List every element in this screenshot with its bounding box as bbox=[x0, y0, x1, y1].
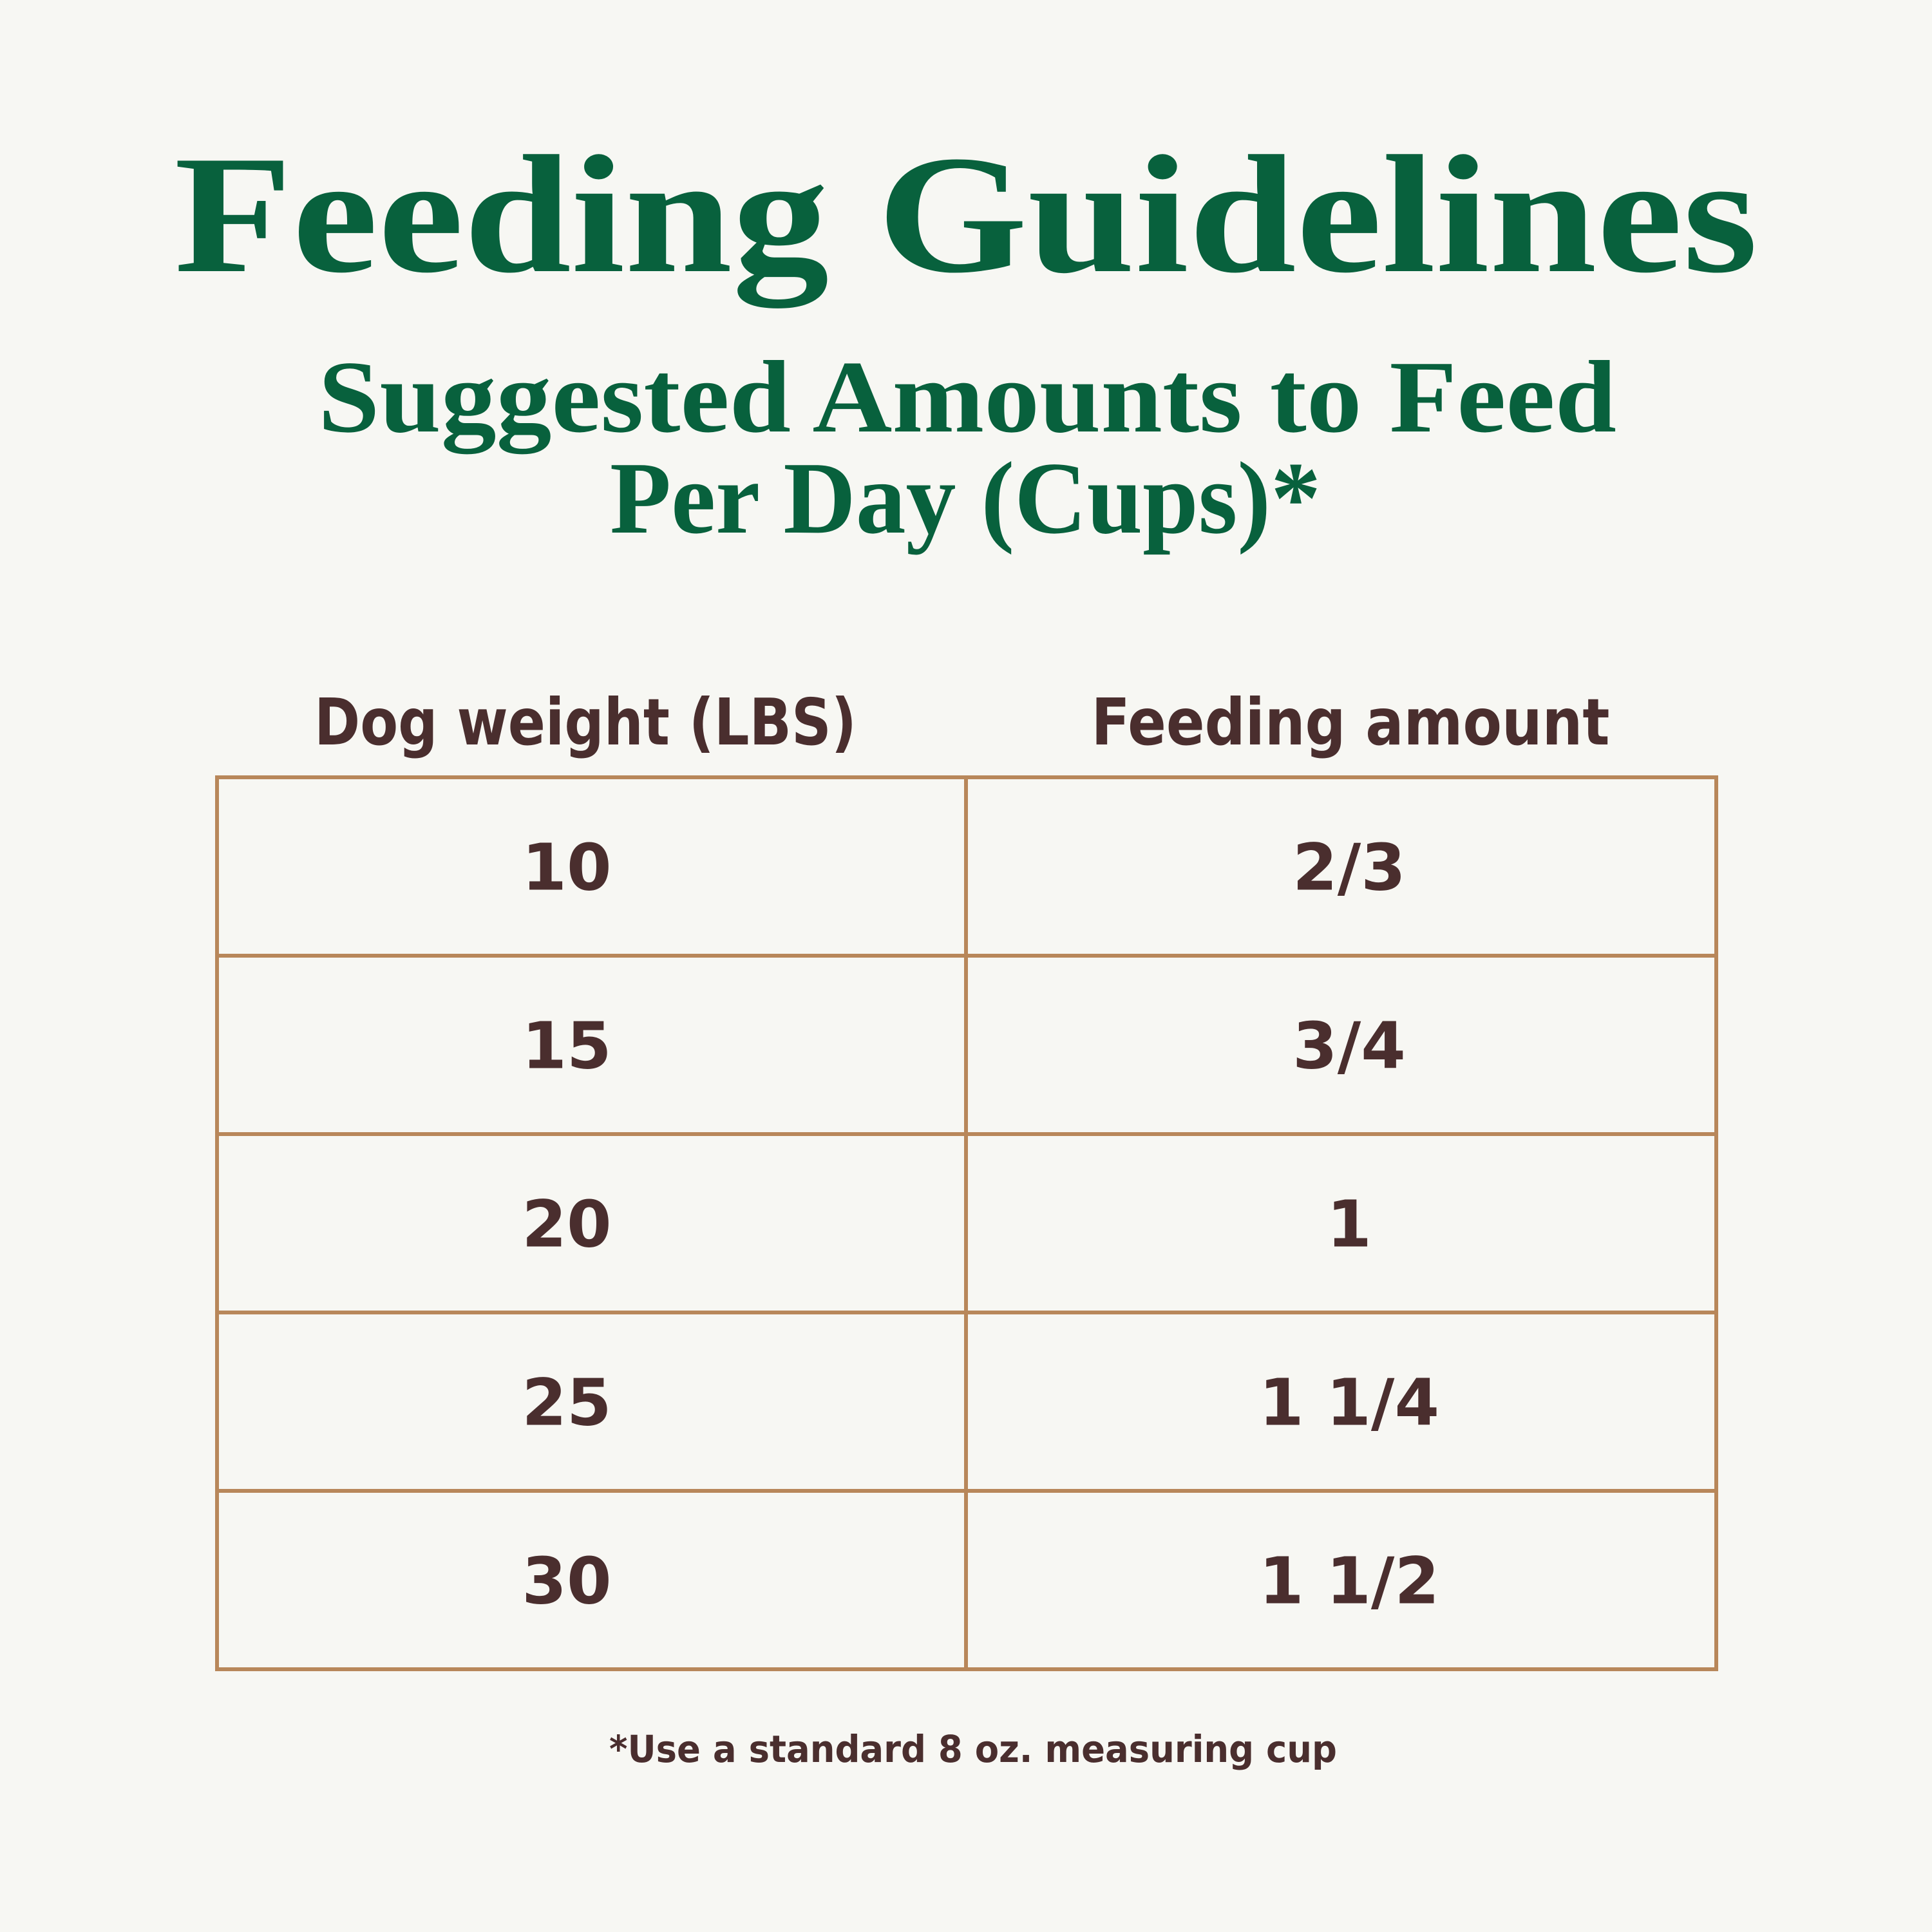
column-header: Feeding amount bbox=[1092, 685, 1610, 760]
table: 10 2/3 15 3/4 20 1 25 1 1/4 30 1 1/2 bbox=[215, 775, 1718, 1671]
table-cell: 30 bbox=[522, 1544, 611, 1619]
table-cell: 1 1/2 bbox=[1259, 1544, 1439, 1619]
table-cell: 3/4 bbox=[1293, 1009, 1406, 1084]
table-cell: 1 1/4 bbox=[1259, 1365, 1439, 1441]
subtitle-line: Per Day (Cups)* bbox=[610, 440, 1321, 555]
table-cell: 2/3 bbox=[1293, 830, 1406, 905]
subtitle-line: Suggested Amounts to Feed bbox=[318, 339, 1616, 455]
title: Feeding Guidelines bbox=[175, 121, 1758, 310]
column-header: Dog weight (LBS) bbox=[314, 685, 857, 760]
footnote: *Use a standard 8 oz. measuring cup bbox=[609, 1727, 1337, 1771]
table-cell: 1 bbox=[1327, 1187, 1372, 1262]
table-cell: 20 bbox=[522, 1187, 611, 1262]
table-cell: 10 bbox=[522, 830, 611, 905]
table-cell: 15 bbox=[522, 1009, 611, 1084]
table-cell: 25 bbox=[522, 1365, 611, 1441]
